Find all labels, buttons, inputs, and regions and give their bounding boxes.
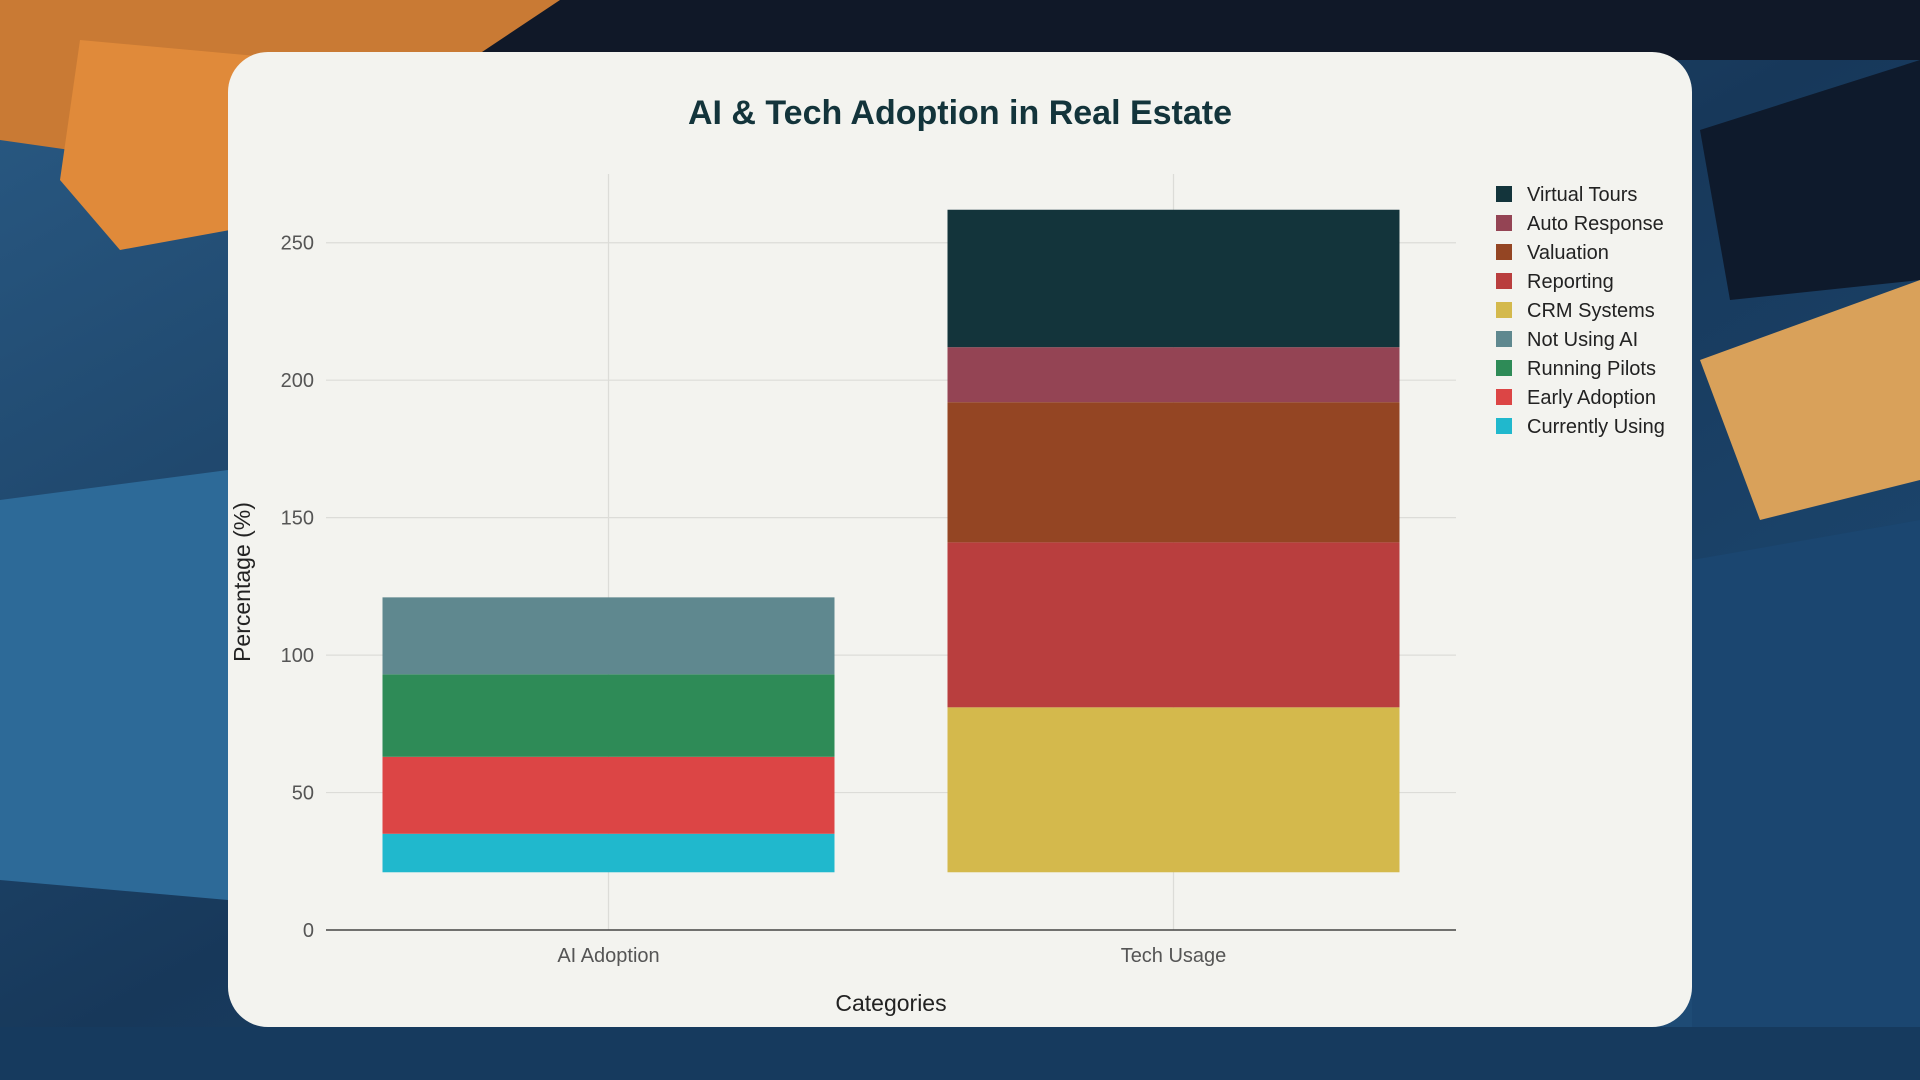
x-axis-title: Categories [835,990,946,1016]
legend-label-valuation: Valuation [1527,242,1609,264]
legend-label-running-pilots: Running Pilots [1527,358,1656,380]
legend-swatch-currently-using [1496,418,1512,434]
y-tick-label: 150 [281,508,314,530]
legend-swatch-reporting [1496,273,1512,289]
bars [382,209,1400,873]
bar-virtual-tours-1 [947,209,1400,348]
legend-label-currently-using: Currently Using [1527,416,1665,438]
legend-label-not-using-ai: Not Using AI [1527,329,1638,351]
legend-swatch-auto-response [1496,215,1512,231]
legend-swatch-early-adoption [1496,389,1512,405]
legend-label-crm-systems: CRM Systems [1527,300,1655,322]
y-tick-label: 250 [281,233,314,255]
legend-label-early-adoption: Early Adoption [1527,387,1656,409]
y-tick-label: 0 [303,920,314,942]
bar-reporting-1 [947,542,1400,708]
y-tick-label: 50 [292,783,314,805]
legend-swatch-running-pilots [1496,360,1512,376]
x-tick-label: AI Adoption [557,945,659,967]
stacked-bar-chart: AI & Tech Adoption in Real Estate 0 50 100… [229,94,1665,1016]
chart-title: AI & Tech Adoption in Real Estate [688,94,1232,132]
bar-currently-using-0 [382,833,835,873]
bar-early-adoption-0 [382,756,835,834]
bar-valuation-1 [947,402,1400,543]
bar-running-pilots-0 [382,674,835,757]
y-axis-title: Percentage (%) [229,502,255,662]
legend-swatch-valuation [1496,244,1512,260]
bar-crm-systems-1 [947,707,1400,873]
y-tick-label: 100 [281,645,314,667]
legend-label-auto-response: Auto Response [1527,213,1664,235]
x-axis-ticks: AI Adoption Tech Usage [557,945,1226,967]
bar-auto-response-1 [947,347,1400,403]
legend-label-reporting: Reporting [1527,271,1614,293]
legend: Virtual Tours Auto Response Valuation Repor… [1496,184,1665,438]
legend-swatch-not-using-ai [1496,331,1512,347]
chart-card: AI & Tech Adoption in Real Estate 0 50 100… [228,52,1692,1027]
legend-swatch-virtual-tours [1496,186,1512,202]
legend-label-virtual-tours: Virtual Tours [1527,184,1637,206]
y-tick-label: 200 [281,370,314,392]
y-axis-ticks: 0 50 100 150 200 250 [281,233,314,942]
bar-not-using-ai-0 [382,597,835,675]
x-tick-label: Tech Usage [1121,945,1227,967]
legend-swatch-crm-systems [1496,302,1512,318]
